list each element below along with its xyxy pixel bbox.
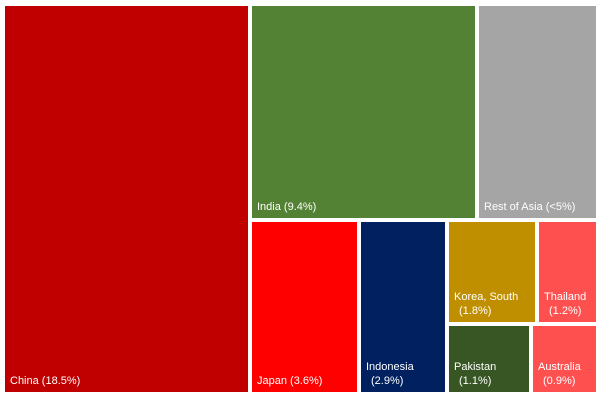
treemap-tile-china: China (18.5%) (3, 4, 250, 394)
treemap-tile-label: Thailand (1.2%) (544, 290, 586, 318)
treemap-tile-label: Japan (3.6%) (257, 374, 322, 388)
treemap-tile-label: China (18.5%) (10, 374, 80, 388)
tile-label-value: (2.9%) (371, 375, 404, 387)
treemap-tile-label: Pakistan (1.1%) (454, 360, 496, 388)
treemap-tile-rest-asia: Rest of Asia (<5%) (477, 4, 598, 220)
tile-label-name: China (18.5%) (10, 375, 81, 387)
treemap-tile-india: India (9.4%) (250, 4, 477, 220)
tile-label-name: India (9.4%) (257, 201, 317, 213)
tile-label-value: (1.2%) (549, 305, 582, 317)
treemap-tile-label: Indonesia (2.9%) (366, 360, 414, 388)
treemap-tile-pakistan: Pakistan (1.1%) (447, 324, 531, 394)
treemap-tile-label: Australia (0.9%) (538, 360, 581, 388)
treemap-tile-label: Korea, South (1.8%) (454, 290, 518, 318)
treemap-tile-label: India (9.4%) (257, 200, 316, 214)
treemap-tile-label: Rest of Asia (<5%) (484, 200, 575, 214)
tile-label-name: Rest of Asia (<5%) (484, 201, 576, 213)
treemap-tile-japan: Japan (3.6%) (250, 220, 359, 394)
treemap-tile-indonesia: Indonesia (2.9%) (359, 220, 447, 394)
tile-label-name: Pakistan (454, 361, 497, 373)
tile-label-name: Thailand (544, 291, 587, 303)
treemap-tile-australia: Australia (0.9%) (531, 324, 598, 394)
tile-label-value: (1.1%) (459, 375, 492, 387)
tile-label-name: Japan (3.6%) (257, 375, 323, 387)
tile-label-name: Indonesia (366, 361, 414, 373)
treemap-tile-thailand: Thailand (1.2%) (537, 220, 598, 324)
tile-label-name: Australia (538, 361, 581, 373)
tile-label-value: (1.8%) (459, 305, 492, 317)
tile-label-name: Korea, South (454, 291, 519, 303)
tile-label-value: (0.9%) (543, 375, 576, 387)
treemap-tile-korea: Korea, South (1.8%) (447, 220, 537, 324)
